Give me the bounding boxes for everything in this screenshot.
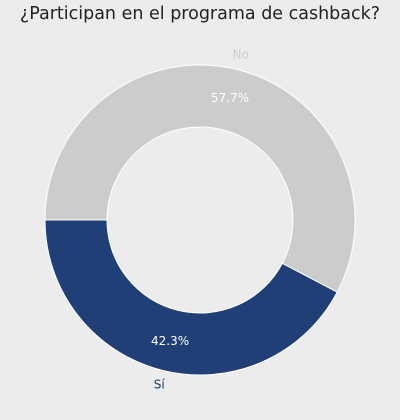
pct-label-no: 57.7% <box>211 91 249 105</box>
slice-no <box>44 64 356 293</box>
chart-title: ¿Participan en el programa de cashback? <box>19 4 381 24</box>
slice-label-no: No <box>233 47 249 61</box>
slice-label-si: Sí <box>154 378 166 392</box>
pct-label-si: 42.3% <box>151 334 189 348</box>
slice-si <box>44 219 338 376</box>
